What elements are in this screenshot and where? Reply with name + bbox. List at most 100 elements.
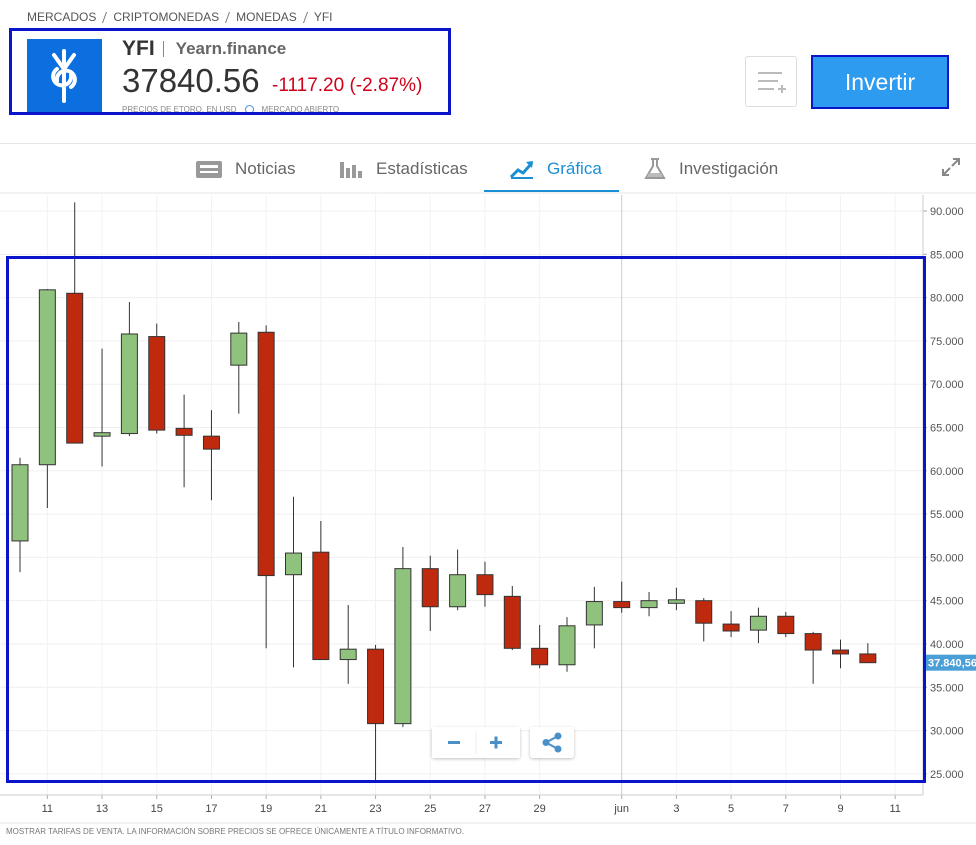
candle-body [38,289,56,466]
crumb[interactable]: MONEDAS [236,10,297,24]
y-tick-label: 50.000 [930,552,964,564]
tab[interactable]: Noticias [195,146,295,192]
y-tick-label: 65.000 [930,423,964,435]
candle-body [339,648,357,661]
crumb[interactable]: CRIPTOMONEDAS [113,10,220,24]
tab-label: Gráfica [547,159,602,178]
candle-body [421,568,439,608]
candle-body [667,599,685,604]
candle-body [585,601,603,626]
candle-body [503,595,521,649]
candle-body [449,574,467,608]
zoom-buttons [432,727,520,758]
x-tick-label: 23 [369,803,381,815]
market-status: MERCADO ABIERTO [261,104,340,114]
candle-body [120,333,138,435]
highlight-box [6,256,926,783]
y-tick-label: 55.000 [930,509,964,521]
active-tab-indicator [484,190,619,192]
candle-body [312,551,330,661]
zoom-controls [432,727,520,758]
chart-icon [509,161,534,179]
x-tick-label: 9 [837,803,843,815]
candle-body [175,427,193,436]
x-tick-label: 11 [42,803,53,815]
x-tick-label: 27 [479,803,491,815]
x-tick-label: 15 [151,803,163,815]
symbol-row: YFI Yearn.finance [122,37,286,61]
candle-body [832,649,849,655]
y-tick-label: 80.000 [930,293,964,305]
candle-body [230,332,248,366]
candle-body [394,568,412,725]
y-tick-label: 75.000 [930,336,964,348]
candle-body [695,600,713,624]
tab[interactable]: Investigación [643,146,778,192]
watchlist-icon [758,72,786,93]
candle-body [859,653,877,664]
logo-icon [51,49,77,103]
source-note: PRECIOS DE ETORO, EN USD [122,104,237,114]
candle-body [202,435,220,450]
y-tick-label: 35.000 [930,682,964,694]
y-tick-label: 90.000 [930,206,964,218]
x-tick-label: 13 [96,803,108,815]
x-tick-label: 21 [315,803,327,815]
tab-label: Estadísticas [376,159,468,178]
candle-body [558,625,576,666]
logo [27,39,102,112]
tab-label: Noticias [235,159,296,178]
candle-body [722,623,740,632]
x-tick-label: 17 [205,803,217,815]
plus-icon [490,736,502,749]
share-icon [542,732,562,753]
highlight-box [9,28,451,115]
candle-body [148,336,166,431]
tab[interactable]: Gráfica [509,146,602,192]
y-tick-label: 45.000 [930,596,964,608]
candle-body [285,552,302,576]
tab[interactable]: Estadísticas [338,146,468,192]
watchlist-button[interactable] [745,56,797,107]
candle-body [257,331,275,577]
last-price-marker [925,654,976,671]
candle-body [777,615,795,635]
stats-icon [340,162,362,178]
expand-button[interactable] [939,155,963,179]
share-button[interactable] [530,727,574,758]
disclaimer: MOSTRAR TARIFAS DE VENTA. LA INFORMACIÓN… [6,827,464,836]
research-icon [644,158,666,179]
candle-body [66,292,84,444]
y-tick-label: 30.000 [930,726,964,738]
candle-body [613,601,631,609]
y-tick-label: 60.000 [930,466,964,478]
invest-button[interactable]: Invertir [811,55,949,109]
candle-body [476,574,494,596]
candle-body [11,464,29,542]
x-tick-label: jun [613,803,629,815]
x-tick-label: 7 [783,803,789,815]
x-tick-label: 25 [424,803,436,815]
last-price-label: 37.840,56 [928,658,976,670]
candle-body [804,633,822,651]
x-tick-label: 11 [889,803,900,815]
divider [0,143,976,144]
tab-bar: Noticias Estadísticas Gráfica Investigac… [0,146,976,192]
y-tick-label: 85.000 [930,249,964,261]
x-tick-label: 3 [673,803,679,815]
breadcrumb: MERCADOS CRIPTOMONEDAS MONEDAS YFI [27,10,333,24]
candle-body [749,615,767,631]
tab-label: Investigación [679,159,779,178]
price-change: -1117.20 (-2.87%) [272,75,423,96]
x-tick-label: 5 [728,803,734,815]
y-tick-label: 40.000 [930,639,964,651]
crumb[interactable]: MERCADOS [27,10,97,24]
candle-body [531,647,549,666]
price: 37840.56 [122,62,260,99]
separator [162,41,164,57]
x-tick-label: 29 [534,803,546,815]
y-tick-label: 25.000 [930,769,964,781]
y-tick-label: 70.000 [930,379,964,391]
